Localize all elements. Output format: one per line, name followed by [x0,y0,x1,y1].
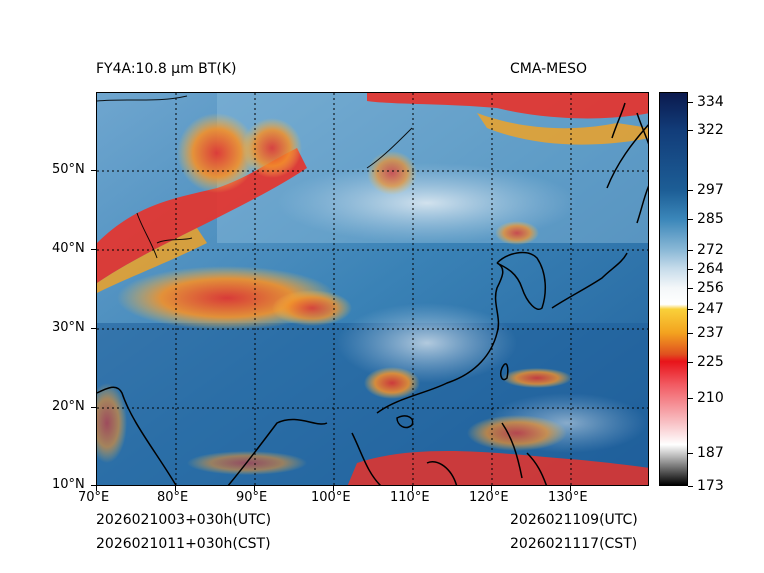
lon-label-120: 120°E [469,490,509,505]
colorbar-tick-mark [688,249,693,251]
cold-cluster-ural [177,113,257,193]
colorbar-tick-mark [688,101,693,103]
coast-okhotsk [606,124,648,189]
y-tick-50 [91,170,96,171]
colorbar-tick-label: 334 [697,93,724,110]
cold-band-northwest-edge [97,228,207,293]
lon-label-110: 110°E [390,490,430,505]
coast-borneo [426,461,458,485]
cold-cluster-philippines [467,415,567,451]
model-name: CMA-MESO [510,61,588,77]
lon-label-80: 80°E [157,490,189,505]
coast-korea [496,251,547,310]
coast-hainan [396,415,414,429]
init-time-utc: 2026021003+030h(UTC) [96,512,272,528]
colorbar-tick-mark [688,268,693,270]
lat-label-40: 40°N [52,241,85,256]
colorbar-tick-label: 322 [697,122,724,139]
cloud-white-siberia [277,163,577,243]
x-tick-120 [491,486,492,491]
colorbar-tick-mark [688,333,693,335]
colorbar-tick-mark [688,361,693,363]
coast-philippines [501,422,548,485]
lake-balkhash [156,237,193,244]
colorbar-tick-label: 225 [697,353,724,370]
coast-kamchatka [636,112,648,145]
lon-label-70: 70°E [78,490,110,505]
x-tick-80 [175,486,176,491]
cold-cluster-southwest [97,383,127,463]
border-north [97,95,188,102]
lat-label-50: 50°N [52,162,85,177]
colorbar-tick-mark [688,130,693,132]
cold-cluster-manchuria [495,221,539,245]
colorbar-tick-label: 256 [697,279,724,296]
x-tick-90 [254,486,255,491]
coast-japan [551,185,648,309]
coast-sakhalin [611,102,626,139]
colorbar-tick-label: 173 [697,478,724,494]
colorbar-tick-label: 210 [697,389,724,406]
gridlines [97,93,648,485]
cold-cluster-altai [242,118,302,178]
x-tick-100 [333,486,334,491]
colorbar-tick-mark [688,309,693,311]
colorbar [659,92,688,486]
lat-label-30: 30°N [52,320,85,335]
y-tick-30 [91,328,96,329]
colorbar-tick-mark [688,486,693,487]
colorbar-tick-label: 264 [697,260,724,277]
y-tick-10 [91,485,96,486]
cold-band-south-edge [347,451,648,485]
lon-label-130: 130°E [548,490,588,505]
init-time-cst: 2026021011+030h(CST) [96,536,271,552]
valid-time-utc: 2026021109(UTC) [510,512,638,528]
satellite-map [96,92,649,486]
coast-indochina [351,432,382,485]
coastlines [97,102,648,485]
colorbar-tick-label: 187 [697,444,724,461]
coast-india [97,386,177,485]
cold-band-north-streak [477,113,648,145]
cold-cluster-tibet-east [272,290,352,326]
coast-india-east [227,418,328,485]
colorbar-tick-label: 285 [697,210,724,227]
lat-label-10: 10°N [52,477,85,492]
inland-borders [97,95,413,259]
lon-label-100: 100°E [311,490,351,505]
lake-caspian-outline [136,212,158,259]
cloud-white-central [337,303,517,383]
coast-china-south [376,262,504,414]
colorbar-tick-label: 237 [697,325,724,342]
map-canvas [97,93,648,485]
colorbar-tick-mark [688,287,693,289]
colorbar-tick-mark [688,452,693,454]
cold-cluster-southchina [364,367,420,399]
cold-cluster-baikal [367,151,417,195]
colorbar-tick-mark [688,397,693,399]
x-tick-70 [96,486,97,491]
coast-taiwan [500,363,509,381]
y-tick-20 [91,407,96,408]
x-tick-130 [570,486,571,491]
colorbar-tick-label: 297 [697,181,724,198]
colorbar-tick-label: 272 [697,241,724,258]
map-title: FY4A:10.8 µm BT(K) [96,61,237,77]
valid-time-cst: 2026021117(CST) [510,536,638,552]
y-tick-40 [91,249,96,250]
cold-cluster-taiwan [502,368,572,388]
lake-baikal [366,127,413,169]
cold-band-north-top [367,93,648,119]
lat-label-20: 20°N [52,399,85,414]
lon-label-90: 90°E [236,490,268,505]
colorbar-tick-mark [688,189,693,191]
x-tick-110 [412,486,413,491]
cold-band-northwest [97,148,307,283]
colorbar-tick-mark [688,218,693,220]
colorbar-tick-label: 247 [697,301,724,318]
